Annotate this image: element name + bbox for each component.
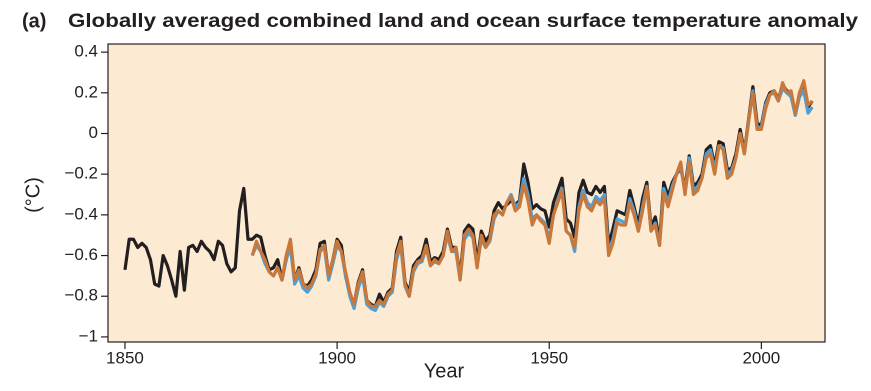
plot-area	[108, 44, 825, 342]
y-axis-label: (°C)	[22, 177, 44, 213]
y-tick-label: 0.2	[74, 82, 98, 101]
x-tick-label: 1950	[530, 348, 568, 367]
y-tick-label: −1	[79, 326, 98, 345]
panel-label: (a)	[22, 10, 46, 32]
series-line	[250, 79, 814, 308]
y-tick-label: 0	[89, 123, 98, 142]
y-tick-label: 0.4	[74, 42, 98, 61]
series-line	[123, 81, 814, 308]
x-tick-label: 2000	[742, 348, 780, 367]
chart-title: Globally averaged combined land and ocea…	[68, 10, 858, 32]
x-axis-label: Year	[424, 360, 465, 382]
y-tick-label: −0.2	[64, 164, 98, 183]
y-tick-label: −0.6	[64, 245, 98, 264]
y-tick-label: −0.4	[64, 204, 98, 223]
y-tick-label: −0.8	[64, 286, 98, 305]
x-tick-label: 1900	[318, 348, 356, 367]
plot-frame	[107, 43, 826, 343]
x-tick-label: 1850	[106, 348, 144, 367]
